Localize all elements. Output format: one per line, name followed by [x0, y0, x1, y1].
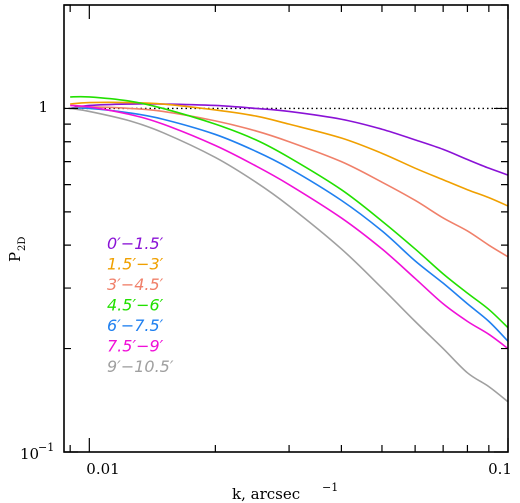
legend-entry-7: 9′−10.5′: [107, 357, 174, 376]
y-axis-title-text: P: [6, 252, 24, 262]
legend-entry-4: 4.5′−6′: [107, 296, 164, 315]
axis-ticks: [64, 4, 509, 453]
y-tick-label-0.1: 10 −1: [20, 441, 54, 463]
x-axis-title-exponent: −1: [322, 481, 338, 494]
y-tick-label-1: 1: [38, 98, 48, 116]
legend-entry-2: 1.5′−3′: [107, 255, 164, 274]
series-line-6: [70, 104, 509, 350]
ticks-layer: [64, 4, 509, 453]
series-line-3: [70, 106, 509, 258]
series-line-4: [70, 95, 509, 329]
series-line-7: [70, 107, 509, 403]
y-axis-title: P 2D: [6, 237, 28, 262]
legend-entry-6: 7.5′−9′: [107, 337, 164, 356]
plot-frame: [63, 4, 509, 453]
series-line-5: [70, 107, 509, 342]
y-axis-title-subscript: 2D: [17, 237, 28, 251]
x-axis-title: k, arcsec −1: [232, 481, 338, 503]
legend: 0′−1.5′ 1.5′−3′3′−4.5′ 4.5′−6′6′−7.5′ 7.5′−…: [107, 234, 174, 376]
legend-entry-3: 3′−4.5′: [107, 275, 164, 294]
x-tick-label-0.01: 0.01: [86, 460, 119, 478]
legend-entry-5: 6′−7.5′: [107, 316, 164, 335]
series-layer: [70, 95, 509, 403]
y-tick-label-exponent: −1: [38, 441, 54, 454]
x-axis-title-text: k, arcsec: [232, 485, 300, 503]
series-line-2: [70, 101, 509, 207]
x-tick-label-0.1: 0.1: [488, 460, 512, 478]
legend-entry-1: 0′−1.5′: [107, 234, 164, 253]
y-tick-label-base: 10: [20, 445, 39, 463]
series-line-1: [70, 103, 509, 176]
